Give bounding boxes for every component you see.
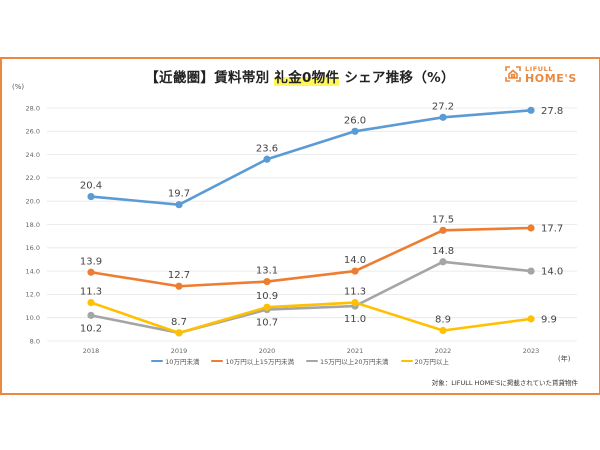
title-suffix: シェア推移（%） <box>339 70 455 86</box>
data-point <box>263 155 271 163</box>
series-lines <box>90 109 532 335</box>
data-label: 10.7 <box>256 318 278 329</box>
legend-item: 15万円以上20万円未満 <box>306 356 389 366</box>
y-tick-labels: 8.0 10.0 12.0 14.0 16.0 18.0 20.0 22.0 24.0 26.0 2… <box>26 104 40 345</box>
data-point <box>175 329 183 337</box>
data-label: 19.7 <box>168 189 190 200</box>
y-tick-label: 22.0 <box>26 174 40 182</box>
y-tick-label: 8.0 <box>30 337 40 345</box>
data-label: 10.9 <box>256 291 278 302</box>
logo-small-text: LIFULL <box>525 65 554 73</box>
data-label: 9.9 <box>541 314 557 325</box>
series-line-0 <box>90 109 532 206</box>
legend-item: 20万円以上 <box>400 356 449 366</box>
y-tick-label: 12.0 <box>26 291 40 299</box>
data-point <box>263 303 271 311</box>
data-label: 11.3 <box>80 287 102 298</box>
data-label: 11.0 <box>344 314 366 325</box>
y-axis-unit-label: (%) <box>12 83 25 91</box>
chart-title: 【近畿圏】賃料帯別 礼金0物件 シェア推移（%） <box>0 66 600 86</box>
data-point <box>439 258 447 266</box>
series-line-2 <box>90 260 532 335</box>
series-line-1 <box>90 226 532 288</box>
data-label: 12.7 <box>168 270 190 281</box>
data-label: 14.0 <box>344 255 366 266</box>
data-point <box>87 298 95 307</box>
data-point <box>263 277 271 286</box>
x-tick-label: 2022 <box>435 347 452 355</box>
data-point <box>527 224 535 232</box>
house-bracket-icon <box>505 66 521 82</box>
x-tick-label: 2023 <box>523 347 540 355</box>
legend: 10万円未満 10万円以上15万円未満 15万円以上20万円未満 20万円以上 <box>0 356 600 366</box>
data-label: 17.7 <box>541 223 563 234</box>
data-label: 14.0 <box>541 267 563 278</box>
data-label: 8.7 <box>171 317 187 328</box>
data-label: 23.6 <box>256 143 278 154</box>
data-label: 27.8 <box>541 106 563 117</box>
data-label: 13.1 <box>256 266 278 277</box>
data-point <box>87 311 95 319</box>
x-tick-label: 2019 <box>171 347 188 355</box>
data-label: 10.2 <box>80 323 102 334</box>
data-label: 13.9 <box>80 256 102 267</box>
data-label: 17.5 <box>432 214 454 225</box>
data-point <box>527 106 535 114</box>
series-line-3 <box>90 301 532 335</box>
legend-label: 15万円以上20万円未満 <box>320 358 389 366</box>
logo-big-text: HOME'S <box>525 72 577 85</box>
legend-label: 20万円以上 <box>414 358 449 366</box>
x-tick-label: 2020 <box>259 347 276 355</box>
data-point <box>87 268 95 276</box>
legend-item: 10万円未満 <box>151 356 199 366</box>
source-note: 対象：LIFULL HOME'Sに掲載されていた賃貸物件 <box>431 379 578 387</box>
legend-label: 10万円以上15万円未満 <box>225 358 294 366</box>
series-points <box>87 106 535 337</box>
lifull-homes-logo: LIFULL HOME'S <box>505 64 595 88</box>
legend-label: 10万円未満 <box>165 358 200 366</box>
y-tick-label: 18.0 <box>26 221 40 229</box>
title-highlight: 礼金0物件 <box>274 70 340 86</box>
x-axis-unit-label: (年) <box>558 355 571 363</box>
legend-swatch <box>151 359 164 363</box>
data-point <box>351 298 359 307</box>
legend-swatch <box>306 359 318 363</box>
data-point <box>527 267 535 275</box>
y-tick-label: 26.0 <box>26 128 40 136</box>
data-label: 14.8 <box>432 246 454 257</box>
data-point <box>527 315 535 323</box>
data-point <box>439 226 447 234</box>
x-tick-label: 2018 <box>83 347 100 355</box>
data-labels: 20.4 19.7 23.6 26.0 27.2 27.8 13.9 12.7 13.1 14.0… <box>80 101 563 334</box>
legend-swatch <box>400 359 413 363</box>
data-label: 11.3 <box>344 287 366 298</box>
x-tick-label: 2021 <box>347 347 364 355</box>
data-label: 20.4 <box>80 181 102 192</box>
data-point <box>175 201 183 209</box>
y-tick-label: 16.0 <box>26 244 40 252</box>
data-label: 26.0 <box>344 115 366 126</box>
legend-swatch <box>211 359 224 363</box>
title-prefix: 【近畿圏】賃料帯別 <box>145 70 275 86</box>
y-tick-label: 28.0 <box>26 104 40 112</box>
y-tick-label: 20.0 <box>26 198 40 206</box>
data-point <box>439 113 447 121</box>
y-tick-label: 10.0 <box>26 314 40 322</box>
data-label: 27.2 <box>432 101 454 112</box>
data-point <box>439 326 447 335</box>
y-tick-label: 14.0 <box>26 267 40 275</box>
x-tick-labels: 2018 2019 2020 2021 2022 2023 <box>83 347 540 355</box>
data-point <box>351 127 359 135</box>
data-point <box>87 192 95 201</box>
legend-item: 10万円以上15万円未満 <box>211 356 294 366</box>
data-label: 8.9 <box>435 315 451 326</box>
data-point <box>351 267 359 275</box>
data-point <box>175 282 183 290</box>
y-tick-label: 24.0 <box>26 151 40 159</box>
